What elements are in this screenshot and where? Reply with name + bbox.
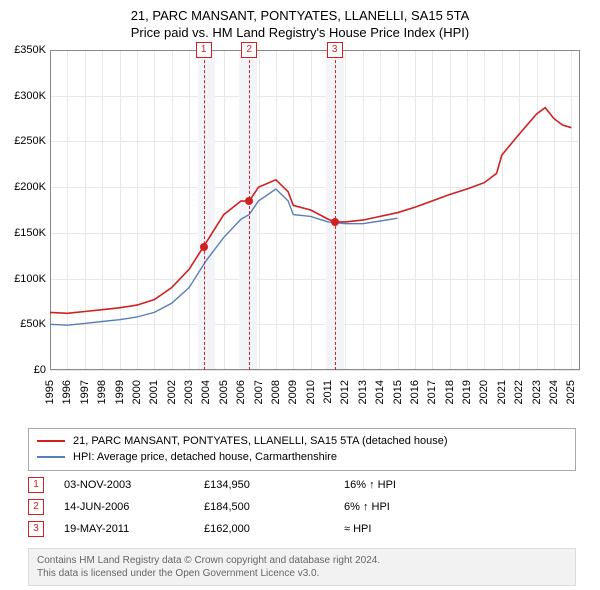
x-tick-label: 2024 (548, 380, 560, 420)
x-tick-label: 2011 (322, 380, 334, 420)
marker-badge: 2 (28, 499, 44, 515)
x-tick-label: 2019 (461, 380, 473, 420)
legend-label: HPI: Average price, detached house, Carm… (73, 451, 337, 463)
table-row: 3 19-MAY-2011 £162,000 ≈ HPI (28, 518, 576, 540)
x-tick-label: 2021 (496, 380, 508, 420)
x-tick-label: 2008 (270, 380, 282, 420)
legend-item: 21, PARC MANSANT, PONTYATES, LLANELLI, S… (37, 433, 567, 449)
legend-swatch (37, 440, 65, 442)
y-tick-label: £0 (2, 364, 46, 376)
x-tick-label: 2000 (131, 380, 143, 420)
plot-area: £0£50K£100K£150K£200K£250K£300K£350K1995… (50, 50, 580, 370)
table-row: 1 03-NOV-2003 £134,950 16% ↑ HPI (28, 474, 576, 496)
table-row: 2 14-JUN-2006 £184,500 6% ↑ HPI (28, 496, 576, 518)
marker-line (249, 50, 250, 370)
marker-badge: 3 (28, 521, 44, 537)
footer-line1: Contains HM Land Registry data © Crown c… (37, 554, 567, 567)
legend-swatch (37, 456, 65, 458)
x-tick-label: 2004 (200, 380, 212, 420)
y-tick-label: £350K (2, 44, 46, 56)
marker-line (204, 50, 205, 370)
marker-table: 1 03-NOV-2003 £134,950 16% ↑ HPI 2 14-JU… (28, 474, 576, 540)
x-tick-label: 2025 (565, 380, 577, 420)
series-price (50, 108, 571, 314)
marker-price: £162,000 (204, 523, 344, 535)
marker-price: £134,950 (204, 479, 344, 491)
marker-delta: 16% ↑ HPI (344, 479, 484, 491)
x-tick-label: 2016 (409, 380, 421, 420)
x-tick-label: 2010 (305, 380, 317, 420)
x-tick-label: 1998 (96, 380, 108, 420)
footer-attribution: Contains HM Land Registry data © Crown c… (28, 548, 576, 586)
line-series-svg (50, 50, 580, 370)
marker-delta: 6% ↑ HPI (344, 501, 484, 513)
y-tick-label: £250K (2, 135, 46, 147)
chart-title-line2: Price paid vs. HM Land Registry's House … (10, 25, 590, 40)
y-tick-label: £50K (2, 318, 46, 330)
x-tick-label: 1996 (61, 380, 73, 420)
x-tick-label: 2023 (531, 380, 543, 420)
x-tick-label: 2013 (357, 380, 369, 420)
x-tick-label: 2018 (444, 380, 456, 420)
marker-delta: ≈ HPI (344, 523, 484, 535)
x-tick-label: 2014 (374, 380, 386, 420)
y-tick-label: £150K (2, 227, 46, 239)
x-tick-label: 2012 (339, 380, 351, 420)
marker-label: 3 (327, 42, 343, 58)
x-tick-label: 2007 (253, 380, 265, 420)
marker-label: 2 (241, 42, 257, 58)
x-tick-label: 2005 (218, 380, 230, 420)
h-gridline (50, 370, 580, 371)
legend-item: HPI: Average price, detached house, Carm… (37, 449, 567, 465)
x-tick-label: 2015 (392, 380, 404, 420)
x-tick-label: 2001 (148, 380, 160, 420)
marker-date: 03-NOV-2003 (64, 479, 204, 491)
marker-label: 1 (196, 42, 212, 58)
y-tick-label: £100K (2, 273, 46, 285)
marker-badge: 1 (28, 477, 44, 493)
y-tick-label: £200K (2, 181, 46, 193)
marker-dot (200, 243, 208, 251)
marker-line (335, 50, 336, 370)
marker-date: 19-MAY-2011 (64, 523, 204, 535)
x-tick-label: 2022 (513, 380, 525, 420)
chart-container: 21, PARC MANSANT, PONTYATES, LLANELLI, S… (0, 0, 600, 590)
footer-line2: This data is licensed under the Open Gov… (37, 567, 567, 580)
legend-label: 21, PARC MANSANT, PONTYATES, LLANELLI, S… (73, 435, 448, 447)
marker-dot (331, 218, 339, 226)
x-tick-label: 2020 (478, 380, 490, 420)
x-tick-label: 1995 (44, 380, 56, 420)
y-tick-label: £300K (2, 90, 46, 102)
x-tick-label: 2009 (287, 380, 299, 420)
marker-dot (245, 197, 253, 205)
chart-header: 21, PARC MANSANT, PONTYATES, LLANELLI, S… (0, 0, 600, 44)
legend: 21, PARC MANSANT, PONTYATES, LLANELLI, S… (28, 428, 576, 471)
chart-title-line1: 21, PARC MANSANT, PONTYATES, LLANELLI, S… (10, 8, 590, 23)
x-tick-label: 2002 (166, 380, 178, 420)
x-tick-label: 2017 (426, 380, 438, 420)
x-tick-label: 2006 (235, 380, 247, 420)
x-tick-label: 1997 (79, 380, 91, 420)
marker-price: £184,500 (204, 501, 344, 513)
marker-date: 14-JUN-2006 (64, 501, 204, 513)
x-tick-label: 2003 (183, 380, 195, 420)
series-hpi (50, 189, 398, 325)
x-tick-label: 1999 (114, 380, 126, 420)
